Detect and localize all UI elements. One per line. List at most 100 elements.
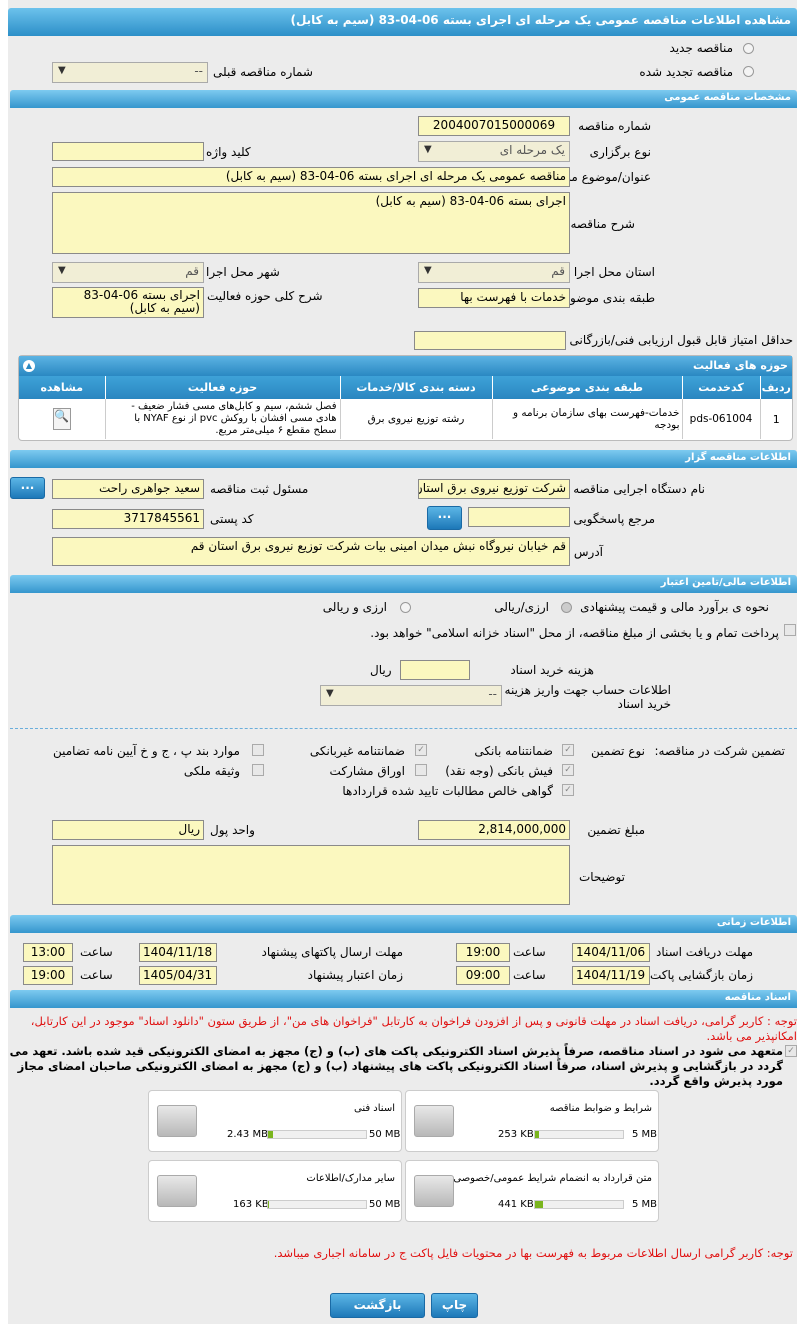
ref-more-button[interactable]: ...: [427, 506, 462, 530]
file-card[interactable]: متن قرارداد به انضمام شرایط عمومی/خصوصی …: [405, 1160, 659, 1222]
resp-label: مسئول ثبت مناقصه: [210, 482, 309, 496]
cash-checkbox[interactable]: ✓: [562, 764, 574, 776]
account-select[interactable]: -- ▼: [320, 685, 502, 706]
col-goods: دسته بندی کالا/خدمات: [339, 376, 492, 399]
renewed-tender-radio[interactable]: [743, 66, 754, 77]
amount-field[interactable]: 2,814,000,000: [418, 820, 570, 840]
renewed-tender-label: مناقصه تجدید شده: [639, 65, 733, 79]
col-code: کدخدمت: [681, 376, 760, 399]
desc-field[interactable]: اجرای بسته 06-04-83 (سیم به کابل): [52, 192, 570, 254]
keyword-field[interactable]: [52, 142, 204, 161]
new-tender-radio[interactable]: [743, 43, 754, 54]
doc-cost-field[interactable]: [400, 660, 470, 680]
city-select[interactable]: قم ▼: [52, 262, 204, 283]
chevron-down-icon: ▼: [424, 144, 432, 155]
submit-date[interactable]: 1404/11/18: [139, 943, 217, 962]
print-button[interactable]: چاپ: [431, 1293, 478, 1318]
chevron-down-icon: ▼: [58, 265, 66, 276]
city-label: شهر محل اجرا: [206, 265, 280, 279]
bonds-checkbox[interactable]: [415, 764, 427, 776]
file-card[interactable]: شرایط و ضوابط مناقصه 253 KB 5 MB: [405, 1090, 659, 1152]
notes-label: توضیحات: [578, 870, 625, 884]
bank-guarantee-label: ضمانتنامه بانکی: [474, 744, 553, 758]
treasury-checkbox[interactable]: [784, 624, 796, 636]
address-field[interactable]: قم خیابان نیروگاه نبش میدان امینی بیات ش…: [52, 537, 570, 566]
org-field[interactable]: شرکت توزیع نیروی برق استان قم: [418, 479, 570, 499]
nonbank-guarantee-checkbox[interactable]: ✓: [415, 744, 427, 756]
desc-label: شرح مناقصه: [570, 217, 635, 231]
general-section-header: مشخصات مناقصه عمومی: [10, 90, 797, 108]
currency-field[interactable]: ریال: [52, 820, 204, 840]
file-max: 5 MB: [632, 1129, 658, 1140]
min-score-label: حداقل امتیاز قابل قبول ارزیابی فنی/بازرگ…: [569, 333, 793, 347]
file-max: 50 MB: [369, 1199, 401, 1210]
validity-label: زمان اعتبار پیشنهاد: [307, 968, 403, 982]
file-card[interactable]: سایر مدارک/اطلاعات 163 KB 50 MB: [148, 1160, 402, 1222]
notes-field[interactable]: [52, 845, 570, 905]
file-name: اسناد فنی: [354, 1103, 395, 1114]
file-card[interactable]: اسناد فنی 2.43 MB 50 MB: [148, 1090, 402, 1152]
rial-currency-radio[interactable]: [400, 602, 411, 613]
collapse-icon[interactable]: ▲: [23, 360, 35, 372]
category-field[interactable]: خدمات با فهرست بها: [418, 288, 570, 308]
validity-date[interactable]: 1405/04/31: [139, 966, 217, 985]
time-label: ساعت: [513, 968, 546, 982]
cell-category: خدمات-فهرست بهای سازمان برنامه و بودجه: [491, 399, 682, 439]
rial-radio[interactable]: [561, 602, 572, 613]
postal-label: کد پستی: [210, 512, 254, 526]
number-field[interactable]: 2004007015000069: [418, 116, 570, 136]
nonbank-guarantee-label: ضمانتنامه غیربانکی: [309, 744, 405, 758]
province-select[interactable]: قم ▼: [418, 262, 570, 283]
subject-field[interactable]: مناقصه عمومی یک مرحله ای اجرای بسته 06-0…: [52, 167, 570, 187]
resp-field[interactable]: سعید جواهری راحت: [52, 479, 204, 499]
activity-table: ردیف کدخدمت طبقه بندی موضوعی دسته بندی ک…: [19, 376, 792, 439]
clauses-checkbox[interactable]: [252, 744, 264, 756]
activity-panel: حوزه های فعالیت ▲ ردیف کدخدمت طبقه بندی م…: [18, 355, 793, 441]
docs-section-header: اسناد مناقصه: [10, 990, 797, 1008]
bank-guarantee-checkbox[interactable]: ✓: [562, 744, 574, 756]
view-document-icon[interactable]: 🔍: [52, 408, 71, 430]
submit-label: مهلت ارسال پاکتهای پیشنهاد: [261, 945, 403, 959]
scope-field[interactable]: اجرای بسته 06-04-83 (سیم به کابل): [52, 287, 204, 318]
open-time[interactable]: 09:00: [456, 966, 510, 985]
clauses-label: موارد بند پ ، ج و خ آیین نامه تضامین: [52, 744, 240, 758]
province-label: استان محل اجرا: [573, 265, 655, 279]
type-select[interactable]: یک مرحله ای ▼: [418, 141, 570, 162]
treasury-text: پرداخت تمام و یا بخشی از مبلغ مناقصه، از…: [370, 626, 779, 640]
account-value: --: [488, 687, 497, 701]
doc-deadline-label: مهلت دریافت اسناد: [655, 945, 753, 959]
chevron-down-icon: ▼: [326, 688, 334, 699]
activity-title: حوزه های فعالیت: [693, 359, 788, 372]
rial-currency-label: ارزی و ریالی: [322, 600, 387, 614]
min-score-field[interactable]: [414, 331, 566, 350]
postal-field[interactable]: 3717845561: [52, 509, 204, 529]
doc-deadline-date[interactable]: 1404/11/06: [572, 943, 650, 962]
property-checkbox[interactable]: [252, 764, 264, 776]
file-size-bar: [534, 1130, 624, 1139]
footer-note: توجه: کاربر گرامی ارسال اطلاعات مربوط به…: [273, 1246, 793, 1260]
chevron-down-icon: ▼: [58, 65, 66, 76]
time-label: ساعت: [80, 968, 113, 982]
commit-checkbox[interactable]: ✓: [785, 1045, 797, 1057]
resp-more-button[interactable]: ...: [10, 477, 45, 499]
submit-time[interactable]: 13:00: [23, 943, 73, 962]
validity-time[interactable]: 19:00: [23, 966, 73, 985]
receivables-checkbox[interactable]: ✓: [562, 784, 574, 796]
address-label: آدرس: [573, 545, 603, 559]
ref-field[interactable]: [468, 507, 570, 527]
prev-tender-select[interactable]: -- ▼: [52, 62, 208, 83]
ref-label: مرجع پاسخگویی: [573, 512, 655, 526]
open-date[interactable]: 1404/11/19: [572, 966, 650, 985]
new-tender-label: مناقصه جدید: [669, 41, 733, 55]
file-size-bar: [267, 1200, 367, 1209]
file-name: متن قرارداد به انضمام شرایط عمومی/خصوصی: [453, 1173, 652, 1184]
doc-deadline-time[interactable]: 19:00: [456, 943, 510, 962]
organizer-section-header: اطلاعات مناقصه گزار: [10, 450, 797, 468]
back-button[interactable]: بازگشت: [330, 1293, 425, 1318]
file-name: سایر مدارک/اطلاعات: [306, 1173, 395, 1184]
folder-icon: [157, 1105, 197, 1137]
open-label: زمان بازگشایی پاکت ها: [636, 968, 753, 982]
file-max: 5 MB: [632, 1199, 658, 1210]
account-label: اطلاعات حساب جهت واریز هزینه خرید اسناد: [504, 683, 671, 711]
